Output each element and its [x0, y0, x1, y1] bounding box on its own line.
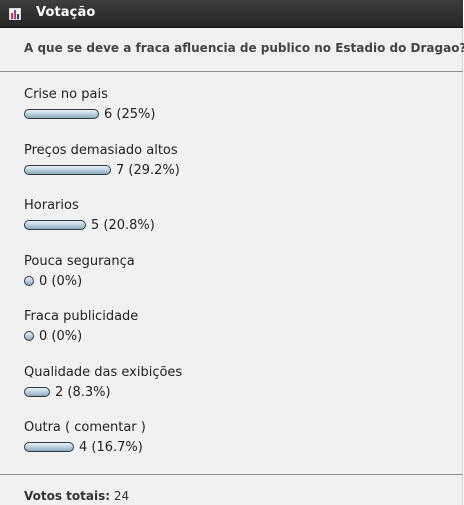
divider [0, 474, 463, 475]
poll-option: Outra ( comentar ) 4 (16.7%) [24, 420, 444, 466]
poll-result-bar [24, 165, 111, 175]
poll-result-bar [24, 109, 99, 119]
poll-option: Pouca segurança 0 (0%) [24, 254, 444, 300]
poll-option: Horarios 5 (20.8%) [24, 198, 444, 244]
poll-option-result-row: 4 (16.7%) [24, 439, 143, 455]
total-votes-value: 24 [113, 489, 130, 503]
poll-option-result: 5 (20.8%) [91, 217, 155, 233]
poll-option: Crise no pais 6 (25%) [24, 87, 444, 133]
poll-option-label: Horarios [24, 198, 79, 213]
poll-result-bar [24, 331, 34, 341]
poll-option-result-row: 5 (20.8%) [24, 217, 155, 233]
poll-result-bar [24, 387, 50, 397]
poll-result-bar [24, 276, 34, 286]
total-votes-label: Votos totais: [24, 489, 111, 503]
poll-question: A que se deve a fraca afluencia de publi… [24, 41, 464, 55]
poll-option-result-row: 7 (29.2%) [24, 162, 180, 178]
poll-option-result-row: 2 (8.3%) [24, 384, 111, 400]
poll-option-result: 6 (25%) [104, 106, 156, 122]
total-votes: Votos totais: 24 [24, 489, 129, 503]
poll-option-label: Fraca publicidade [24, 309, 139, 324]
poll-chart-icon [9, 8, 21, 20]
poll-option-result-row: 6 (25%) [24, 106, 156, 122]
poll-option-result: 0 (0%) [39, 273, 83, 289]
poll-option-result: 0 (0%) [39, 328, 83, 344]
poll-option-label: Pouca segurança [24, 254, 135, 269]
poll-option-result: 2 (8.3%) [55, 384, 111, 400]
poll-option-result-row: 0 (0%) [24, 273, 83, 289]
poll-option-label: Outra ( comentar ) [24, 420, 146, 435]
poll-option-result-row: 0 (0%) [24, 328, 83, 344]
widget-title: Votação [36, 5, 96, 20]
poll-option: Preços demasiado altos 7 (29.2%) [24, 143, 444, 189]
poll-result-bar [24, 220, 86, 230]
poll-option: Fraca publicidade 0 (0%) [24, 309, 444, 355]
poll-option-result: 7 (29.2%) [116, 162, 180, 178]
poll-option-label: Qualidade das exibições [24, 365, 183, 380]
poll-option: Qualidade das exibições 2 (8.3%) [24, 365, 444, 411]
widget-titlebar: Votação [0, 0, 463, 28]
poll-option-label: Crise no pais [24, 87, 108, 102]
poll-result-bar [24, 442, 74, 452]
divider [0, 71, 463, 72]
poll-option-result: 4 (16.7%) [79, 439, 143, 455]
poll-option-label: Preços demasiado altos [24, 143, 178, 158]
